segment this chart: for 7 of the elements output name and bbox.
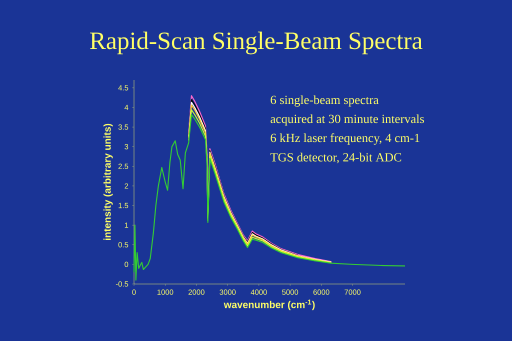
annotation: TGS detector, 24-bit ADC: [270, 152, 402, 164]
annotation: 6 kHz laser frequency, 4 cm-1: [270, 133, 420, 145]
y-axis-title: intensity (arbitrary units): [103, 124, 113, 240]
annotation: 6 single-beam spectra: [270, 95, 379, 107]
chart-title: Rapid-Scan Single-Beam Spectra: [90, 32, 422, 54]
annotation: acquired at 30 minute intervals: [270, 114, 424, 126]
x-axis-title: wavenumber (cm$^{-1}$): [224, 300, 315, 310]
